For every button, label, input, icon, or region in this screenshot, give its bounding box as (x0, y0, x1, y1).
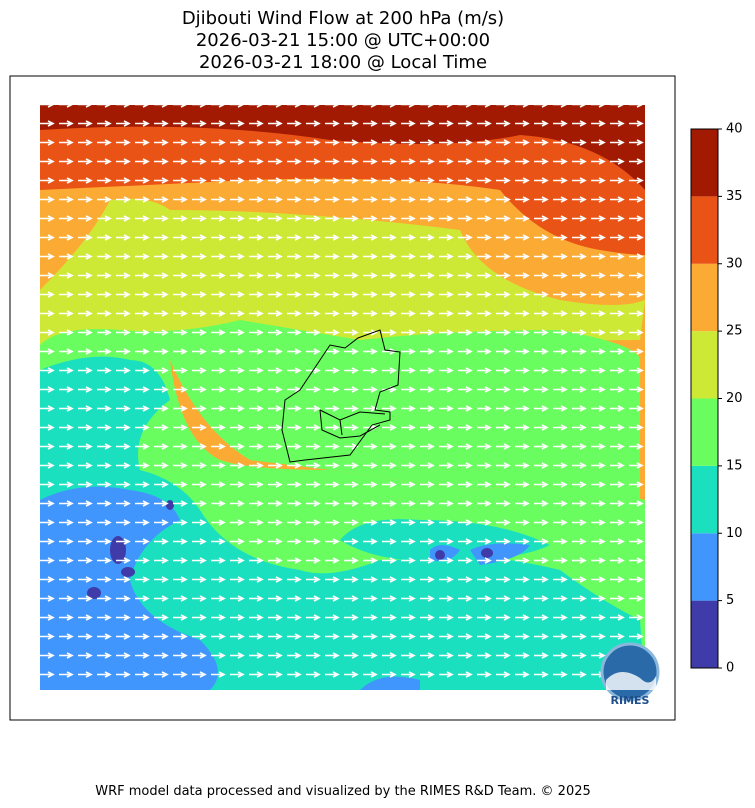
wind-field (40, 105, 645, 690)
colorbar-cell (691, 398, 718, 466)
colorbar-tick-label: 10 (726, 526, 743, 541)
colorbar-tick-label: 25 (726, 324, 743, 339)
colorbar-cell (691, 533, 718, 601)
colorbar-tick-label: 30 (726, 256, 743, 271)
colorbar-tick-label: 20 (726, 391, 743, 406)
title-line: 2026-03-21 18:00 @ Local Time (199, 52, 487, 73)
colorbar-cell (691, 331, 718, 399)
map-frame (9, 75, 676, 721)
country-border (281, 329, 401, 463)
logo-text: RIMES (611, 694, 650, 707)
title-line: 2026-03-21 15:00 @ UTC+00:00 (196, 30, 490, 51)
title-line: Djibouti Wind Flow at 200 hPa (m/s) (182, 8, 504, 29)
colorbar-tick-label: 0 (726, 661, 734, 676)
colorbar-cell (691, 196, 718, 264)
colorbar-tick-label: 35 (726, 189, 743, 204)
colorbar-tick-label: 40 (726, 122, 743, 137)
colorbar-cell (691, 129, 718, 197)
colorbar-tick-label: 5 (726, 593, 734, 608)
logo-wave (606, 671, 656, 690)
logo-emblem (600, 642, 660, 702)
colorbar-tick-label: 15 (726, 458, 743, 473)
footer: WRF model data processed and visualized … (95, 784, 591, 799)
colorbar: 0 5 10 15 20 25 30 35 40 (690, 122, 743, 676)
colorbar-cell (691, 600, 718, 668)
colorbar-cell (691, 465, 718, 534)
colorbar-cell (691, 263, 718, 332)
